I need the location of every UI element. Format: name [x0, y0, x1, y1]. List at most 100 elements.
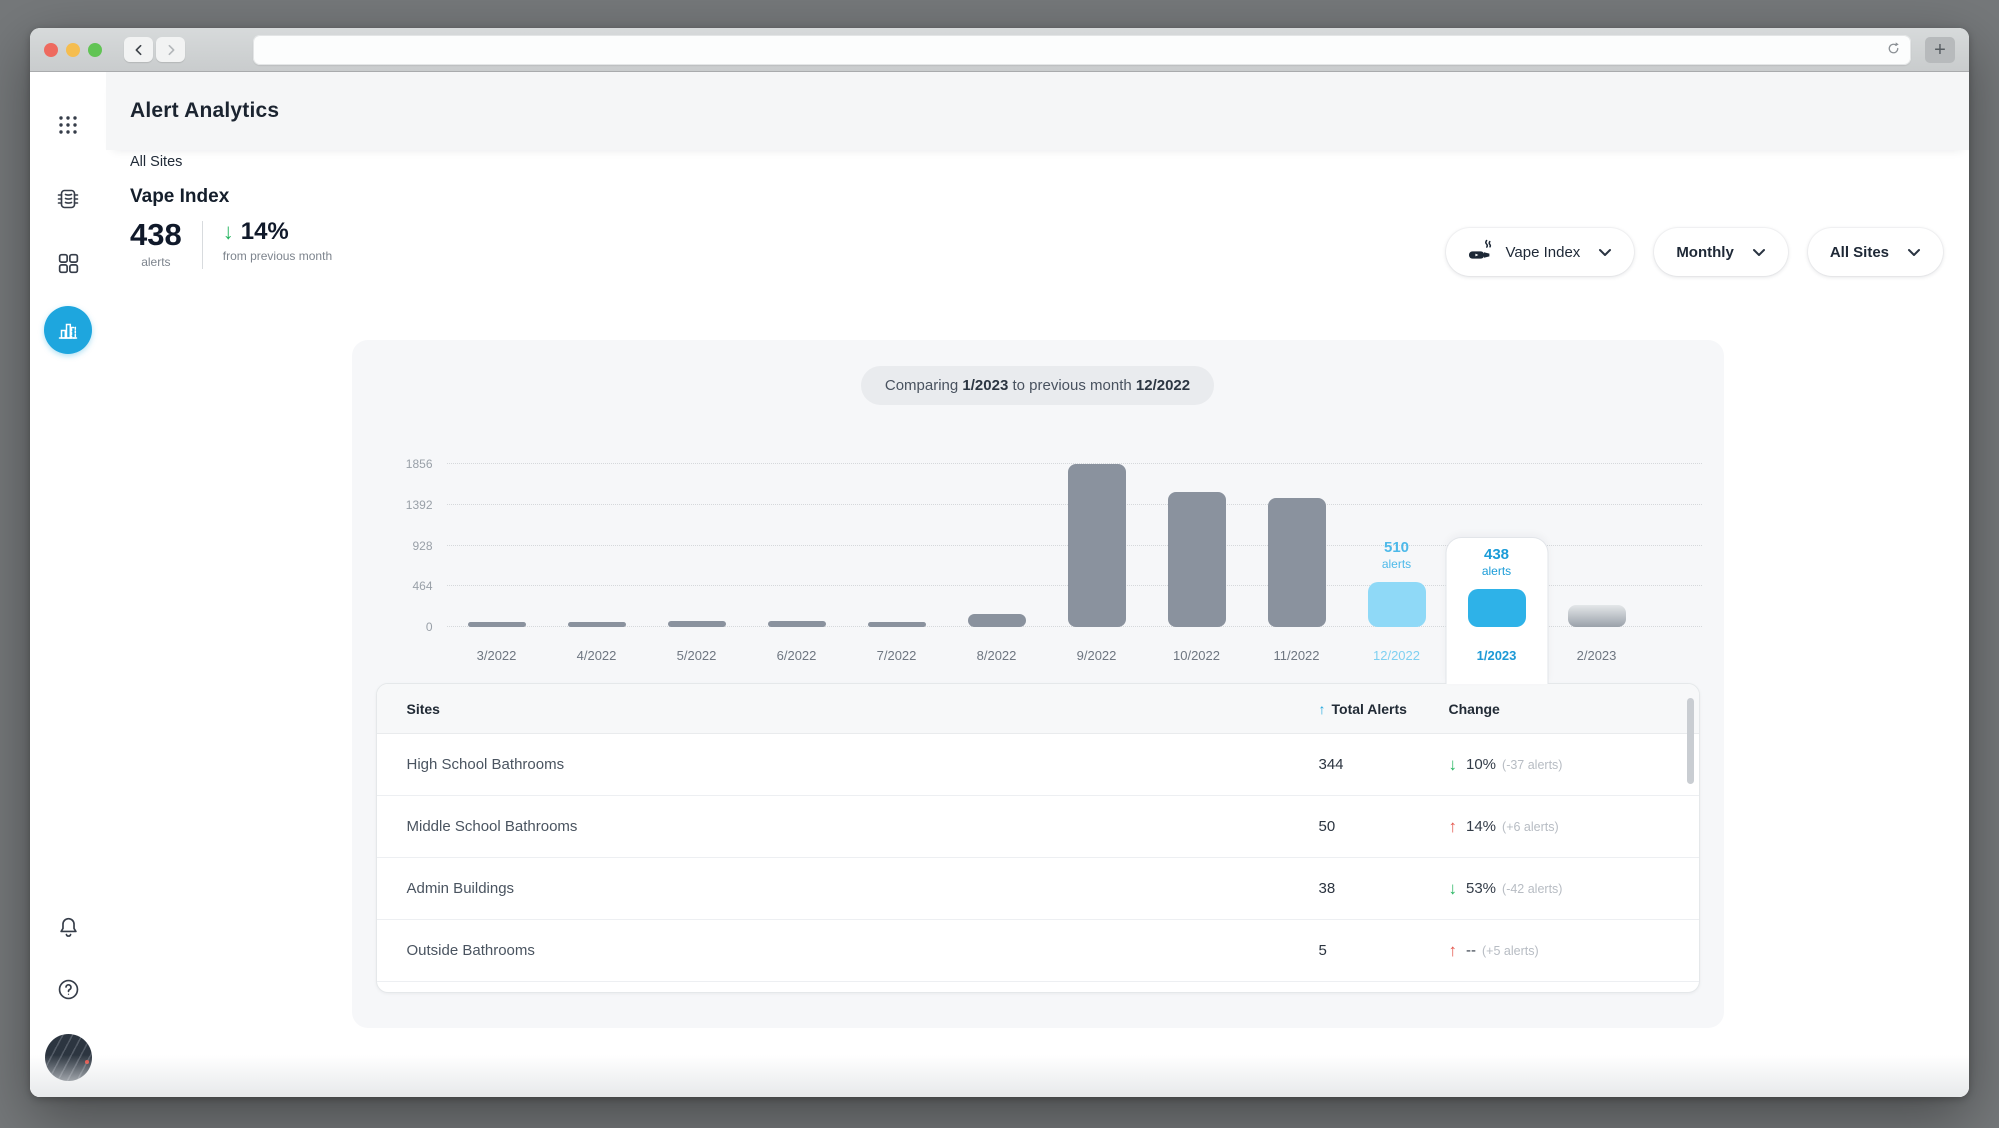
comparison-previous-month: 12/2022 — [1135, 377, 1191, 394]
x-axis-label[interactable]: 3/2022 — [476, 648, 517, 663]
bar-3-2022[interactable] — [467, 622, 526, 627]
chart-column-3-2022: 3/2022 — [447, 464, 547, 663]
change-pct: 14% — [1466, 818, 1497, 835]
table-header: Sites ↑ Total Alerts Change — [376, 684, 1699, 734]
table-row[interactable]: Outside Bathrooms 5 ↑ -- (+5 alerts) — [376, 920, 1699, 982]
sites-dropdown-label: All Sites — [1829, 243, 1889, 261]
dashboard-icon[interactable] — [55, 250, 81, 276]
metric-dropdown[interactable]: Vape Index — [1445, 228, 1635, 276]
close-window-button[interactable] — [44, 42, 58, 57]
x-axis-label[interactable]: 5/2022 — [676, 648, 717, 663]
table-row[interactable]: Middle School Bathrooms 50 ↑ 14% (+6 alerts) — [376, 796, 1699, 858]
chart-columns: 3/2022 4/2022 5/2022 6/2022 7/2022 8/2022 9/20… — [447, 464, 1647, 684]
bar-9-2022[interactable] — [1067, 464, 1126, 627]
bar-value-label: 438 alerts — [1481, 546, 1512, 578]
bar-5-2022[interactable] — [667, 621, 726, 627]
chevron-down-icon — [1907, 248, 1921, 257]
x-axis-label[interactable]: 1/2023 — [1476, 648, 1517, 663]
chart-column-8-2022: 8/2022 — [947, 464, 1047, 663]
change-delta: (-42 alerts) — [1502, 881, 1563, 896]
y-axis-tick: 0 — [425, 620, 433, 634]
comparison-middle: to previous month — [1012, 377, 1132, 394]
forward-button[interactable] — [156, 37, 185, 62]
change-pct: -- — [1466, 942, 1476, 959]
bar-4-2022[interactable] — [567, 622, 626, 627]
address-bar[interactable] — [253, 34, 1911, 65]
notifications-bell-icon[interactable] — [55, 914, 81, 940]
chart-column-9-2022: 9/2022 — [1047, 464, 1147, 663]
kpi-unit: alerts — [141, 254, 171, 269]
column-change[interactable]: Change — [1448, 700, 1500, 717]
app-shell: Alert Analytics All Sites Vape Index 438… — [30, 72, 1969, 1097]
bar-11-2022[interactable] — [1267, 498, 1326, 627]
change-pct: 53% — [1466, 880, 1497, 897]
chevron-down-icon — [1752, 248, 1766, 257]
increase-arrow-icon: ↑ — [1448, 817, 1458, 836]
bar-6-2022[interactable] — [767, 621, 826, 627]
table-row[interactable]: High School Bathrooms 344 ↓ 10% (-37 alerts) — [376, 734, 1699, 796]
column-sites[interactable]: Sites — [406, 700, 440, 717]
total-alerts-value: 5 — [1318, 942, 1327, 959]
help-icon[interactable] — [55, 976, 81, 1002]
apps-grid-icon[interactable] — [55, 112, 81, 138]
sidebar — [30, 72, 106, 1097]
column-total-alerts[interactable]: ↑ Total Alerts — [1318, 700, 1407, 717]
sites-table: Sites ↑ Total Alerts Change High School B… — [375, 683, 1700, 993]
chart-column-1-2023: 438 alerts 1/2023 — [1445, 464, 1548, 684]
metric-dropdown-label: Vape Index — [1505, 243, 1581, 261]
bar-2-2023[interactable] — [1567, 605, 1626, 627]
zoom-window-button[interactable] — [88, 42, 102, 57]
table-scrollbar[interactable] — [1686, 698, 1694, 784]
kpi-change-caption: from previous month — [222, 249, 333, 264]
main-area: Alert Analytics All Sites Vape Index 438… — [106, 72, 1969, 1097]
bar-8-2022[interactable] — [967, 614, 1026, 627]
x-axis-label[interactable]: 8/2022 — [976, 648, 1017, 663]
kpi-value: 438 — [130, 217, 182, 252]
x-axis-label[interactable]: 11/2022 — [1273, 648, 1320, 663]
x-axis-label[interactable]: 12/2022 — [1373, 648, 1420, 663]
chart-card: Comparing 1/2023 to previous month 12/20… — [351, 340, 1724, 1028]
sort-up-arrow-icon: ↑ — [1318, 700, 1326, 717]
change-pct: 10% — [1466, 756, 1497, 773]
sidebar-bottom — [44, 914, 92, 1081]
bar-7-2022[interactable] — [867, 622, 926, 627]
x-axis-label[interactable]: 9/2022 — [1076, 648, 1117, 663]
metric-row: Vape Index 438 alerts ↓ 14% — [130, 186, 1945, 276]
x-axis-label[interactable]: 7/2022 — [876, 648, 917, 663]
chevron-down-icon — [1598, 248, 1612, 257]
refresh-icon[interactable] — [1885, 40, 1902, 60]
user-avatar[interactable] — [44, 1034, 92, 1081]
analytics-icon[interactable] — [44, 306, 92, 354]
back-button[interactable] — [124, 37, 153, 62]
site-name: Middle School Bathrooms — [406, 818, 578, 835]
chart-column-2-2023: 2/2023 — [1547, 464, 1647, 663]
y-axis-tick: 928 — [412, 538, 433, 553]
site-name: High School Bathrooms — [406, 756, 565, 773]
x-axis-label[interactable]: 2/2023 — [1576, 648, 1617, 663]
y-axis-tick: 1392 — [405, 497, 433, 512]
total-alerts-value: 38 — [1318, 880, 1336, 897]
x-axis-label[interactable]: 4/2022 — [576, 648, 617, 663]
sites-dropdown[interactable]: All Sites — [1807, 228, 1943, 276]
scope-label: All Sites — [130, 154, 183, 170]
filters: Vape Index Monthly All Sit — [1445, 228, 1943, 276]
bar-10-2022[interactable] — [1167, 492, 1226, 627]
y-axis-tick: 1856 — [405, 457, 433, 471]
new-tab-button[interactable]: + — [1925, 36, 1955, 63]
chart-plot: 0 464 928 1392 1856 3/2022 4/2022 5/2022 6/2022 7… — [406, 457, 1702, 684]
chart-column-4-2022: 4/2022 — [547, 464, 647, 663]
comparison-prefix: Comparing — [884, 377, 959, 394]
page-header: Alert Analytics — [106, 72, 1969, 150]
change-cell: ↓ 53% (-42 alerts) — [1449, 880, 1699, 897]
x-axis-label[interactable]: 6/2022 — [776, 648, 817, 663]
bar-12-2022[interactable] — [1367, 582, 1426, 627]
vape-sensor-icon[interactable] — [55, 186, 81, 212]
minimize-window-button[interactable] — [66, 42, 80, 57]
bar-1-2023[interactable] — [1467, 589, 1526, 627]
chart-column-7-2022: 7/2022 — [847, 464, 947, 663]
kpi-change-down-arrow-icon: ↓ — [222, 219, 234, 245]
change-delta: (+6 alerts) — [1502, 819, 1559, 834]
period-dropdown[interactable]: Monthly — [1654, 228, 1788, 276]
x-axis-label[interactable]: 10/2022 — [1173, 648, 1220, 663]
table-row[interactable]: Admin Buildings 38 ↓ 53% (-42 alerts) — [376, 858, 1699, 920]
